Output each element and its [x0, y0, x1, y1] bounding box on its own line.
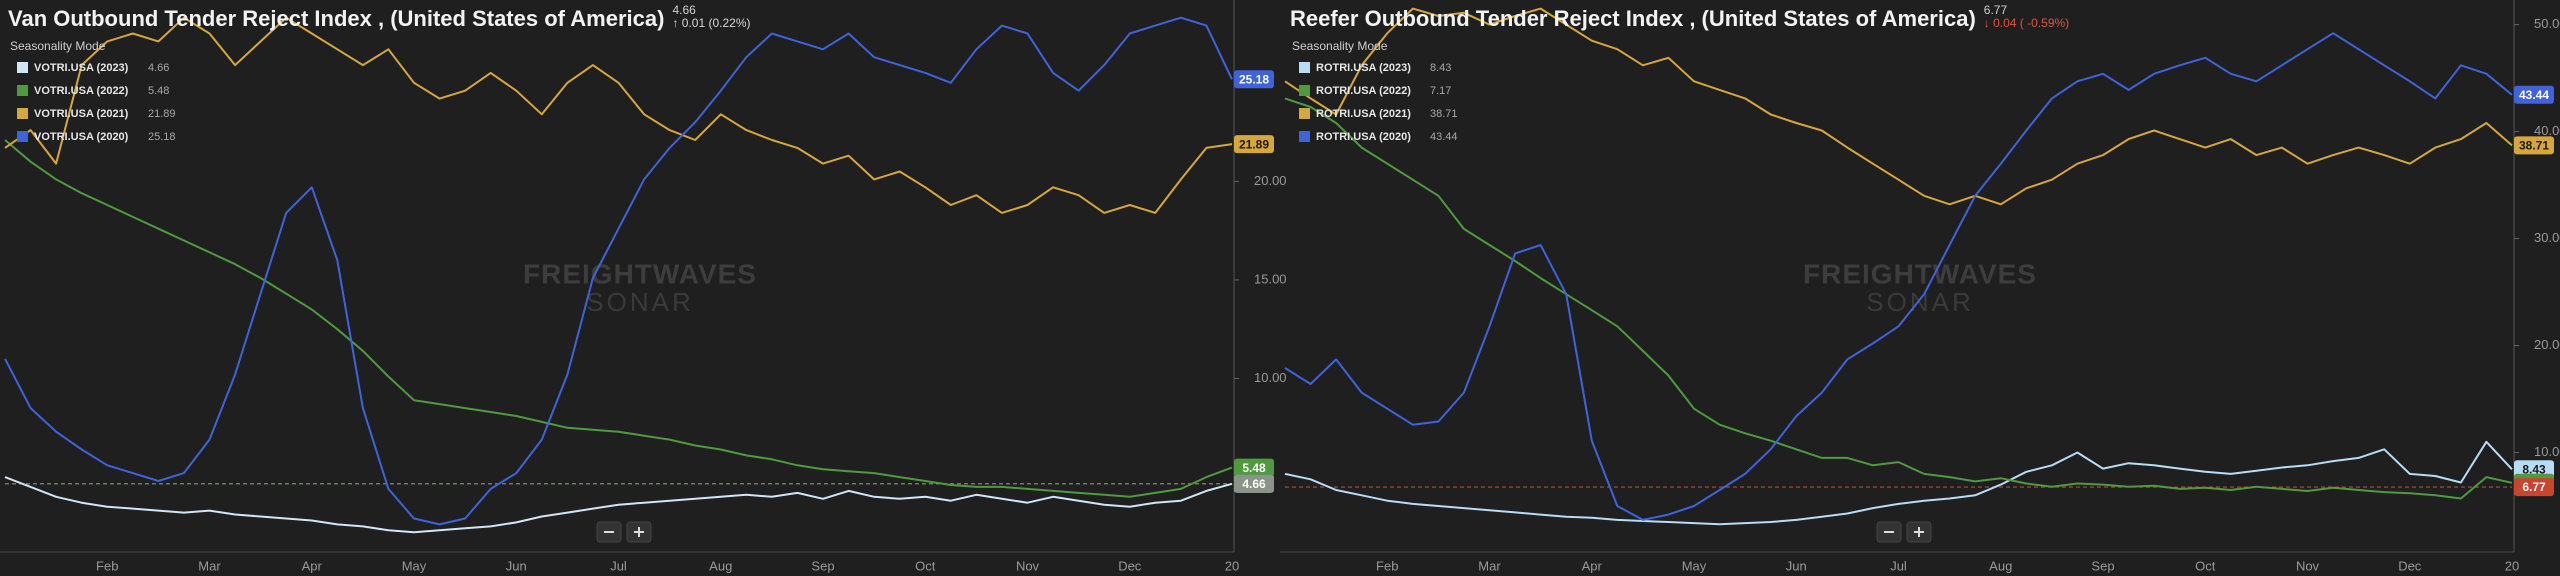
legend-value: 4.66	[148, 62, 169, 74]
legend-swatch	[1299, 62, 1310, 73]
y-tick-label: 40.00	[2534, 123, 2560, 138]
legend-label: VOTRI.USA (2023)	[34, 62, 129, 74]
legend-label: VOTRI.USA (2022)	[34, 85, 129, 97]
x-tick-label: 20	[2505, 558, 2519, 573]
x-tick-label: May	[402, 558, 427, 573]
x-tick-label: Feb	[96, 558, 118, 573]
x-tick-label: Mar	[1478, 558, 1501, 573]
end-value-label: 5.48	[1242, 461, 1266, 475]
end-value-label: 8.43	[2522, 462, 2546, 476]
x-tick-label: Jun	[1786, 558, 1807, 573]
y-tick-label: 15.00	[1254, 271, 1287, 286]
series-line	[1284, 7, 2513, 206]
legend-label: VOTRI.USA (2021)	[34, 108, 129, 120]
end-value-tag	[2514, 85, 2554, 104]
x-tick-label: Nov	[2296, 558, 2320, 573]
legend-value: 25.18	[148, 131, 176, 143]
x-tick-label: Jun	[506, 558, 527, 573]
x-tick-label: Oct	[915, 558, 936, 573]
watermark: FREIGHTWAVES	[523, 258, 757, 289]
legend-value: 38.71	[1430, 108, 1458, 120]
legend-value: 5.48	[148, 85, 169, 97]
current-value-tag	[2514, 478, 2554, 497]
end-value-tag	[1234, 70, 1274, 89]
change-value: ↓ 0.04 ( -0.59%)	[1984, 16, 2069, 30]
current-value: 4.66	[672, 3, 696, 17]
x-tick-label: Dec	[2398, 558, 2422, 573]
current-value: 6.77	[1984, 3, 2008, 17]
end-value-label: 43.44	[2519, 88, 2549, 102]
x-tick-label: Aug	[709, 558, 732, 573]
legend-label: VOTRI.USA (2020)	[34, 131, 129, 143]
x-tick-label: 20	[1225, 558, 1239, 573]
series-line	[1284, 440, 2513, 526]
y-tick-label: 10.00	[1254, 370, 1287, 385]
watermark: FREIGHTWAVES	[1803, 258, 2037, 289]
y-tick-label: 20.00	[2534, 337, 2560, 352]
x-tick-label: Apr	[302, 558, 323, 573]
x-tick-label: Aug	[1989, 558, 2012, 573]
legend-value: 43.44	[1430, 131, 1458, 143]
legend-swatch	[17, 62, 28, 73]
watermark: SONAR	[586, 287, 693, 317]
legend-label: ROTRI.USA (2020)	[1316, 131, 1411, 143]
series-line	[1284, 97, 2513, 500]
x-tick-label: Oct	[2195, 558, 2216, 573]
x-tick-label: Apr	[1582, 558, 1603, 573]
series-line	[4, 139, 1233, 498]
x-tick-label: Feb	[1376, 558, 1398, 573]
y-tick-label: 10.00	[2534, 444, 2560, 459]
legend-label: ROTRI.USA (2021)	[1316, 108, 1411, 120]
y-tick-label: 30.00	[2534, 230, 2560, 245]
chart-title: Reefer Outbound Tender Reject Index , (U…	[1290, 6, 1976, 31]
end-value-tag	[2514, 136, 2554, 155]
legend-swatch	[1299, 108, 1310, 119]
current-value-tag-label: 4.66	[1242, 477, 1266, 491]
end-value-tag	[1234, 458, 1274, 477]
legend-title: Seasonality Mode	[1292, 39, 1388, 53]
x-tick-label: Dec	[1118, 558, 1142, 573]
legend-value: 7.17	[1430, 85, 1451, 97]
current-value-tag-label: 6.77	[2522, 480, 2546, 494]
x-tick-label: May	[1682, 558, 1707, 573]
legend-swatch	[17, 131, 28, 142]
legend-title: Seasonality Mode	[10, 39, 106, 53]
series-line	[4, 16, 1233, 526]
legend-swatch	[17, 108, 28, 119]
x-tick-label: Jul	[1890, 558, 1907, 573]
series-line	[1284, 32, 2513, 521]
change-value: ↑ 0.01 (0.22%)	[672, 16, 750, 30]
legend-label: ROTRI.USA (2023)	[1316, 62, 1411, 74]
series-line	[4, 16, 1233, 214]
x-tick-label: Nov	[1016, 558, 1040, 573]
legend-swatch	[1299, 85, 1310, 96]
legend-swatch	[1299, 131, 1310, 142]
x-tick-label: Sep	[811, 558, 834, 573]
current-value-tag	[1234, 474, 1274, 493]
legend-value: 21.89	[148, 108, 176, 120]
end-value-label: 38.71	[2519, 139, 2549, 153]
legend-swatch	[17, 85, 28, 96]
x-tick-label: Jul	[610, 558, 627, 573]
y-tick-label: 20.00	[1254, 173, 1287, 188]
end-value-label: 25.18	[1239, 72, 1269, 86]
series-line	[4, 476, 1233, 534]
x-tick-label: Mar	[198, 558, 221, 573]
chart-title: Van Outbound Tender Reject Index , (Unit…	[8, 6, 664, 31]
watermark: SONAR	[1866, 287, 1973, 317]
legend-value: 8.43	[1430, 62, 1451, 74]
end-value-label: 21.89	[1239, 137, 1269, 151]
end-value-tag	[1234, 135, 1274, 154]
x-tick-label: Sep	[2091, 558, 2114, 573]
y-tick-label: 50.00	[2534, 16, 2560, 31]
legend-label: ROTRI.USA (2022)	[1316, 85, 1411, 97]
